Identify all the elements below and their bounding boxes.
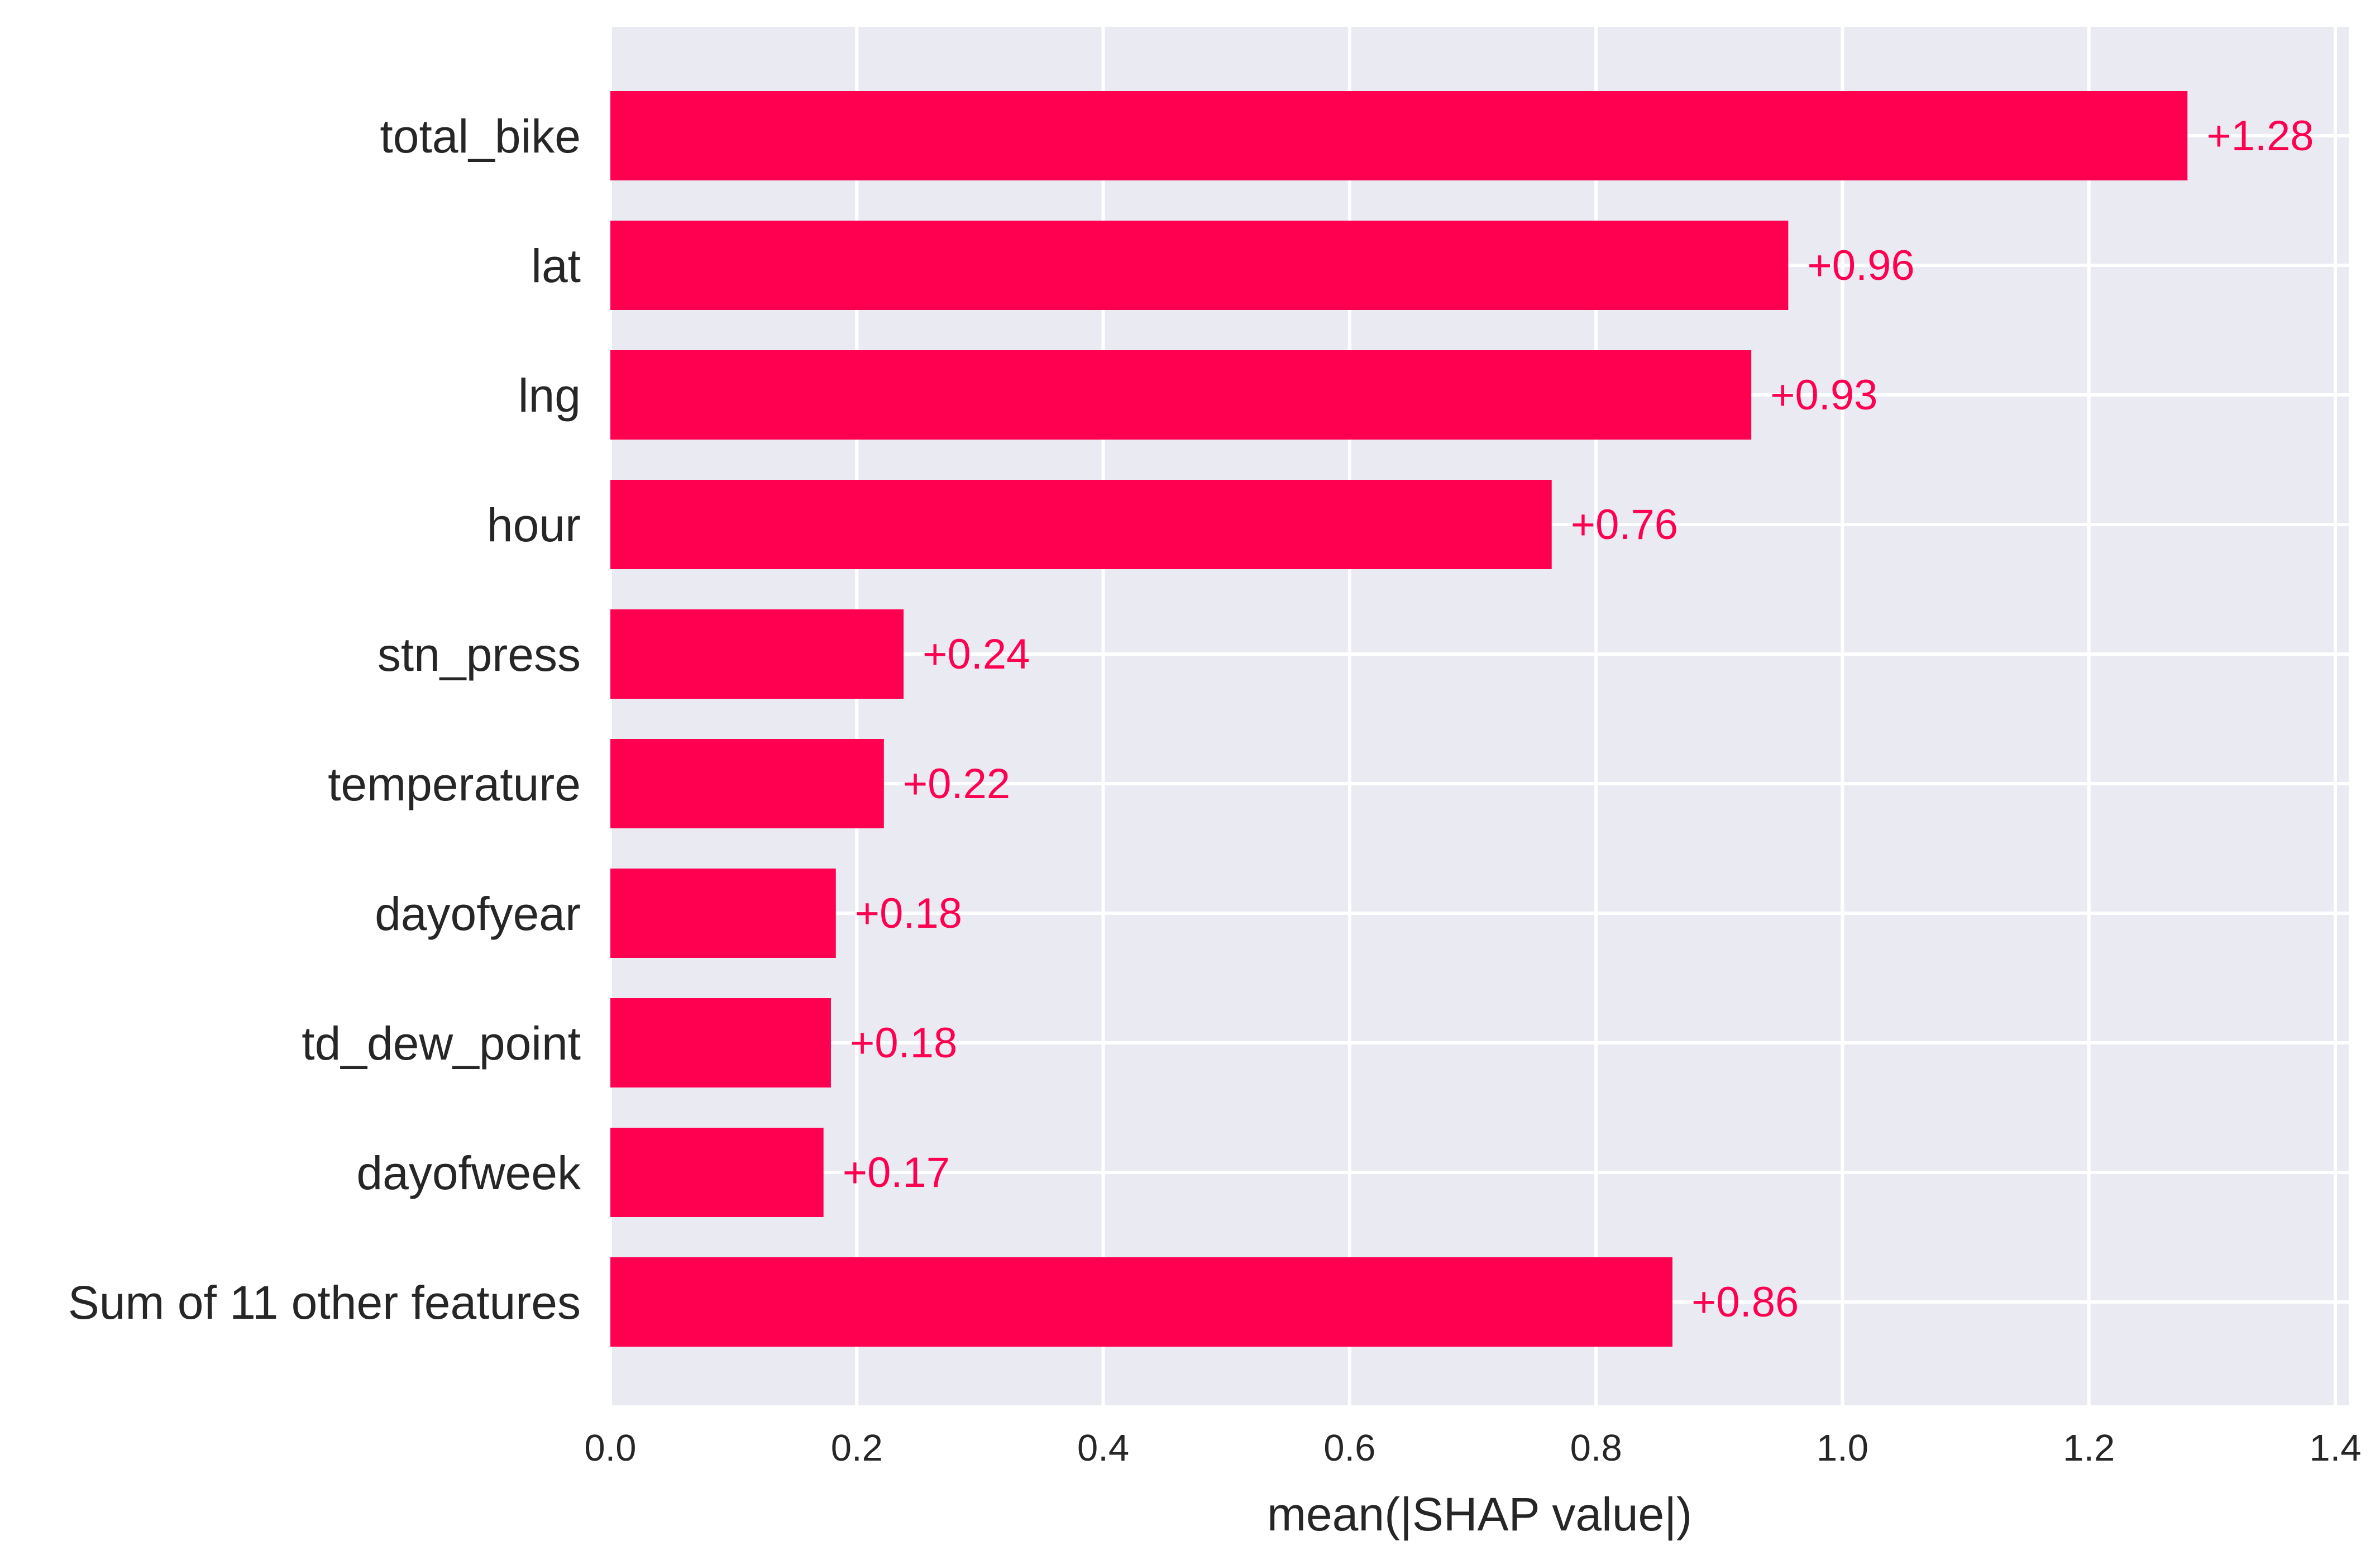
bar-value-label: +0.76 — [1571, 501, 1678, 548]
bar — [610, 1257, 1672, 1347]
bar — [610, 1128, 824, 1217]
bar-value-label: +0.18 — [855, 890, 962, 937]
x-axis-title: mean(|SHAP value|) — [1267, 1488, 1692, 1540]
bar — [610, 998, 831, 1087]
y-tick-label: td_dew_point — [302, 1017, 581, 1070]
y-tick-label: temperature — [328, 758, 581, 810]
bar — [610, 350, 1752, 440]
bar-value-label: +0.18 — [850, 1019, 957, 1067]
x-tick-label: 1.2 — [2063, 1427, 2115, 1469]
bar-value-label: +0.24 — [923, 631, 1030, 678]
y-tick-label: stn_press — [377, 628, 581, 681]
x-tick-label: 0.2 — [831, 1427, 883, 1469]
bar-value-label: +1.28 — [2206, 112, 2314, 160]
bar-value-label: +0.93 — [1770, 371, 1877, 419]
bar — [610, 869, 836, 958]
bar-value-label: +0.17 — [843, 1149, 950, 1196]
x-tick-label: 1.4 — [2309, 1427, 2361, 1469]
bar-value-label: +0.96 — [1807, 242, 1914, 289]
y-tick-label: total_bike — [380, 110, 581, 163]
x-tick-label: 0.4 — [1077, 1427, 1129, 1469]
x-tick-label: 0.6 — [1323, 1427, 1375, 1469]
y-tick-label: lat — [531, 240, 581, 292]
bar — [610, 480, 1552, 569]
bar-value-label: +0.86 — [1691, 1279, 1799, 1326]
y-tick-label: lng — [518, 369, 581, 422]
x-tick-label: 0.0 — [584, 1427, 636, 1469]
y-tick-label: dayofweek — [356, 1147, 581, 1199]
bar — [610, 609, 904, 699]
bar-value-label: +0.22 — [903, 760, 1010, 808]
bars — [610, 91, 2188, 1347]
bar — [610, 739, 884, 828]
x-axis-tick-labels: 0.0 0.2 0.4 0.6 0.8 1.0 1.2 1.4 — [584, 1427, 2361, 1469]
bar — [610, 221, 1789, 310]
bar — [610, 91, 2188, 180]
x-tick-label: 0.8 — [1570, 1427, 1622, 1469]
y-tick-label: hour — [487, 499, 581, 551]
y-tick-label: Sum of 11 other features — [68, 1276, 581, 1329]
x-tick-label: 1.0 — [1817, 1427, 1868, 1469]
y-tick-label: dayofyear — [375, 888, 581, 940]
data-labels: +1.28 +0.96 +0.93 +0.76 +0.24 +0.22 +0.18 +0.18… — [843, 112, 2314, 1326]
